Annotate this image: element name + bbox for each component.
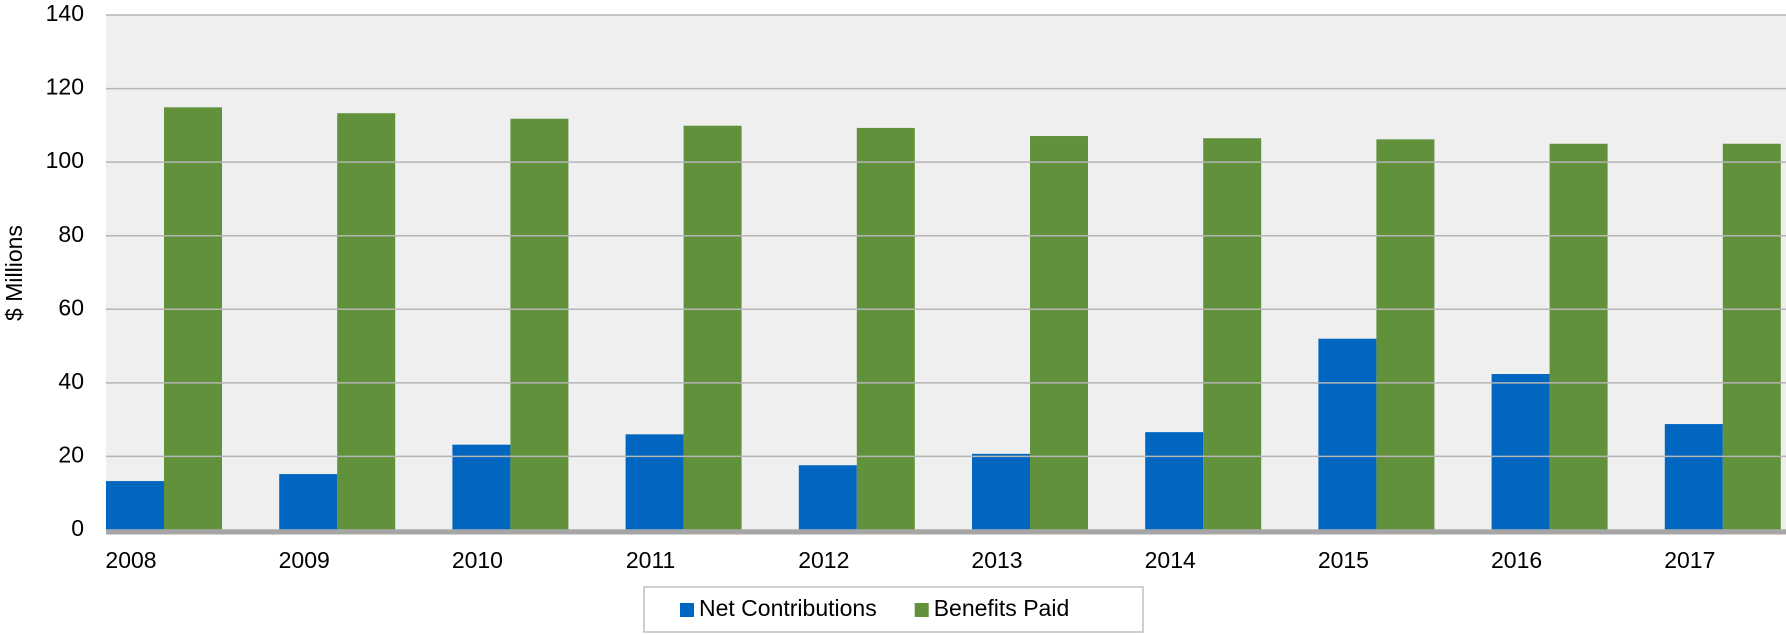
bar [1376,139,1435,531]
bar [1722,143,1781,530]
bar [1549,143,1608,530]
plot [106,107,1781,531]
bar [1318,338,1377,530]
x-tick-label: 2011 [626,547,675,573]
y-tick-label: 20 [58,442,84,468]
bar [972,453,1030,530]
x-tick-label: 2015 [1318,547,1369,573]
bar [452,444,511,530]
x-tick-label: 2016 [1491,547,1542,573]
bar [337,113,396,530]
legend-swatch [680,603,694,617]
y-tick-label: 140 [46,0,84,26]
y-tick-label: 80 [58,221,84,247]
legend-swatch [914,603,929,617]
x-tick-label: 2013 [971,547,1022,573]
y-tick-label: 100 [46,147,84,173]
x-tick-label: 2009 [279,547,330,573]
bar [856,127,915,531]
bar [510,118,569,530]
bar [1030,136,1088,530]
y-axis-label: $ Millions [1,225,27,321]
y-tick-label: 0 [71,515,84,541]
bar [106,481,164,530]
legend-label: Net Contributions [699,595,877,621]
x-tick-label: 2008 [105,547,156,573]
bar [1203,138,1262,530]
y-tick-label: 60 [58,294,84,320]
legend-box [643,586,1144,633]
bar [279,474,338,530]
legend-label: Benefits Paid [934,595,1070,621]
bar [625,434,684,530]
y-tick-label: 120 [46,74,84,100]
bar [683,125,742,530]
bar [1491,374,1550,530]
x-tick-label: 2017 [1664,547,1715,573]
x-tick-label: 2010 [452,547,503,573]
y-tick-label: 40 [58,368,84,394]
bar [1145,432,1204,530]
bar [1664,424,1723,530]
x-tick-label: 2014 [1145,547,1196,573]
bar [164,107,222,530]
bar [798,465,857,530]
x-tick-label: 2012 [798,547,849,573]
